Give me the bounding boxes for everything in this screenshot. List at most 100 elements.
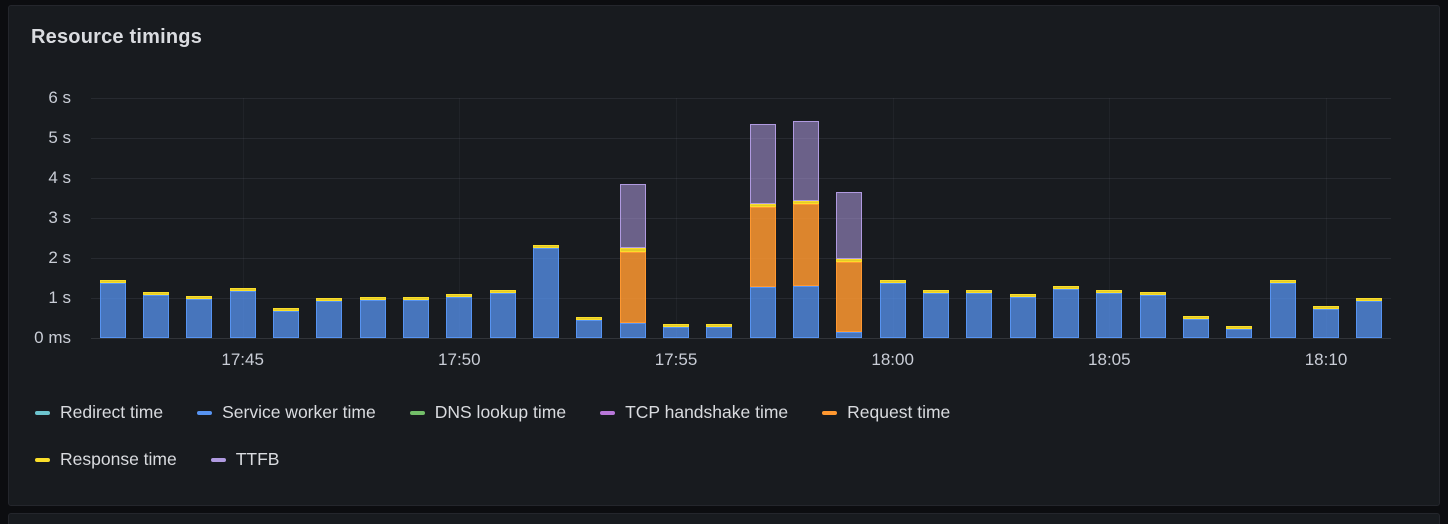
bar-segment [143, 292, 169, 296]
bar[interactable] [1053, 98, 1079, 338]
legend-item[interactable]: Redirect time [35, 402, 163, 423]
bar[interactable] [793, 98, 819, 338]
bar-segment [359, 296, 386, 300]
y-axis-label: 1 s [48, 288, 71, 307]
bar-segment [229, 291, 256, 338]
bar-segment [923, 290, 949, 294]
bar-segment [273, 310, 299, 338]
bar-segment [836, 262, 863, 332]
x-axis-label: 18:05 [1088, 350, 1131, 369]
legend-item[interactable]: TCP handshake time [600, 402, 788, 423]
bar-segment [793, 200, 819, 204]
legend-label: TCP handshake time [625, 402, 789, 422]
bar[interactable] [1269, 98, 1296, 338]
bar-segment [879, 283, 906, 338]
y-axis: 6 s 5 s 4 s 3 s 2 s 1 s 0 ms [9, 88, 81, 347]
bar-segment [446, 297, 473, 338]
bar[interactable] [143, 98, 169, 338]
bar-segment [879, 280, 906, 284]
x-axis-label: 18:00 [871, 350, 914, 369]
bar-segment [533, 248, 559, 338]
legend-label: Service worker time [222, 402, 376, 422]
legend-swatch-icon [210, 457, 226, 462]
bar-segment [489, 290, 516, 294]
gridline-vertical [459, 98, 461, 338]
gridline-horizontal [91, 298, 1391, 299]
bar[interactable] [403, 98, 429, 338]
bar[interactable] [663, 98, 689, 338]
bar-segment [836, 332, 863, 338]
bar-segment [1009, 297, 1036, 338]
x-axis-label: 18:10 [1304, 350, 1348, 369]
bar-segment [966, 293, 993, 338]
bar-segment [1096, 293, 1123, 338]
bar[interactable] [706, 98, 733, 338]
bar[interactable] [1139, 98, 1166, 338]
panel-title[interactable]: Resource timings [31, 26, 203, 48]
bar-segment [316, 301, 343, 338]
gridline-vertical [1109, 98, 1111, 338]
bar-segment [576, 316, 603, 320]
bar[interactable] [1313, 98, 1339, 338]
bar[interactable] [619, 98, 646, 338]
bar[interactable] [446, 98, 473, 338]
bar-segment [446, 294, 473, 298]
bar[interactable] [1226, 98, 1253, 338]
bar[interactable] [1096, 98, 1123, 338]
bar-segment [1356, 301, 1383, 338]
legend-item[interactable]: Response time [35, 449, 177, 470]
bar[interactable] [316, 98, 343, 338]
legend: Redirect time Service worker time DNS look… [35, 402, 950, 470]
legend-item[interactable]: DNS lookup time [409, 402, 566, 423]
bar-segment [186, 296, 213, 300]
legend-swatch-icon [35, 457, 50, 462]
bar-segment [1183, 318, 1209, 338]
bar-segment [229, 288, 256, 292]
bar-segment [143, 295, 169, 338]
bar-segment [1356, 298, 1383, 302]
bar-segment [489, 293, 516, 338]
legend-label: Request time [847, 402, 951, 422]
bar-segment [99, 283, 126, 338]
bar-segment [836, 191, 863, 259]
bar[interactable] [489, 98, 516, 338]
legend-swatch-icon [600, 410, 616, 415]
bar[interactable] [186, 98, 213, 338]
bar[interactable] [966, 98, 993, 338]
bar[interactable] [576, 98, 603, 338]
bar[interactable] [99, 98, 126, 338]
gridline-vertical [892, 98, 894, 338]
bar-segment [186, 299, 213, 338]
gridline-vertical [1326, 98, 1327, 338]
bar[interactable] [836, 98, 863, 338]
bar[interactable] [879, 98, 906, 338]
bar[interactable] [359, 98, 386, 338]
legend-item[interactable]: TTFB [210, 449, 279, 470]
bar[interactable] [749, 98, 776, 338]
bar-segment [403, 300, 429, 338]
bar[interactable] [923, 98, 949, 338]
y-axis-label: 4 s [48, 168, 71, 187]
y-axis-label: 2 s [48, 248, 71, 267]
bar[interactable] [229, 98, 256, 338]
bar[interactable] [273, 98, 299, 338]
legend-item[interactable]: Service worker time [197, 402, 376, 423]
gridline-horizontal [91, 138, 1391, 139]
bar[interactable] [1356, 98, 1383, 338]
bar[interactable] [1009, 98, 1036, 338]
bar-segment [1096, 290, 1123, 294]
bar[interactable] [1183, 98, 1209, 338]
bar[interactable] [533, 98, 559, 338]
legend-label: Response time [60, 449, 177, 469]
legend-label: Redirect time [60, 402, 164, 422]
bar-segment [1269, 280, 1296, 284]
bar-segment [836, 258, 863, 262]
bar-segment [1226, 329, 1253, 338]
bar-segment [966, 290, 993, 294]
legend-item[interactable]: Request time [822, 402, 950, 423]
bar-segment [273, 307, 299, 311]
gridline-horizontal [91, 338, 1391, 339]
bar-segment [1313, 308, 1339, 338]
gridline-horizontal [91, 178, 1391, 179]
